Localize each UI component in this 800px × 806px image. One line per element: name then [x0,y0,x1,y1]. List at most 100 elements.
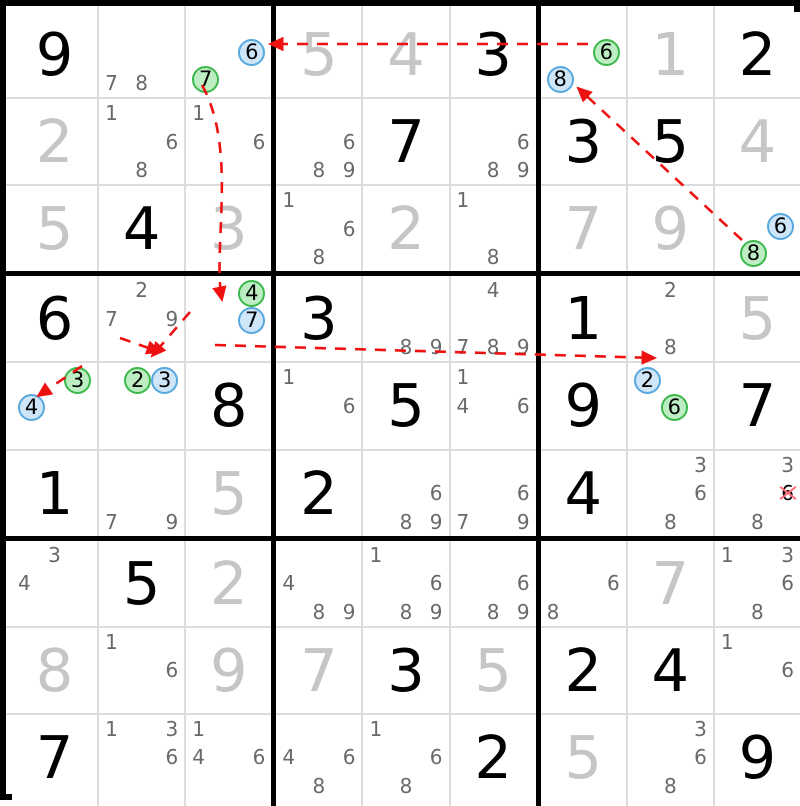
sudoku-cell-r6c3[interactable]: 5 [186,450,272,536]
sudoku-cell-r9c3[interactable]: 1 4 6 [186,714,272,800]
sudoku-cell-r2c1[interactable]: 2 [12,99,98,185]
sudoku-cell-r9c6[interactable]: 2 [450,714,536,800]
sudoku-cell-r3c5[interactable]: 2 [363,186,449,272]
sudoku-cell-r8c4[interactable]: 7 [276,627,362,713]
sudoku-cell-r1c1[interactable]: 9 [12,12,98,98]
pencil-mark-empty [156,69,184,97]
sudoku-cell-r1c5[interactable]: 4 [363,12,449,98]
candidate-chip-blue[interactable]: 8 [546,66,574,94]
candidate-chip-blue[interactable]: 2 [633,367,661,395]
sudoku-cell-r1c6[interactable]: 3 [450,12,536,98]
sudoku-cell-r1c4[interactable]: 5 [276,12,362,98]
sudoku-cell-r9c7[interactable]: 5 [540,714,626,800]
candidate-chip-green[interactable]: 4 [238,280,266,308]
sudoku-cell-r6c7[interactable]: 4 [540,450,626,536]
sudoku-cell-r8c7[interactable]: 2 [540,627,626,713]
sudoku-cell-r1c9[interactable]: 2 [714,12,800,98]
candidate-chip-green[interactable]: 7 [192,66,220,94]
sudoku-cell-r8c6[interactable]: 5 [450,627,536,713]
sudoku-cell-r5c5[interactable]: 5 [363,363,449,449]
sudoku-cell-r1c8[interactable]: 1 [627,12,713,98]
sudoku-cell-r5c9[interactable]: 7 [714,363,800,449]
sudoku-cell-r7c8[interactable]: 7 [627,540,713,626]
candidate-chip-blue[interactable]: 4 [18,394,45,422]
sudoku-cell-r3c2[interactable]: 4 [99,186,185,272]
sudoku-cell-r3c8[interactable]: 9 [627,186,713,272]
sudoku-cell-r4c7[interactable]: 1 [540,276,626,362]
sudoku-cell-r2c9[interactable]: 4 [714,99,800,185]
pencil-mark-empty [305,392,333,420]
sudoku-cell-r8c5[interactable]: 3 [363,627,449,713]
sudoku-cell-r5c3[interactable]: 8 [186,363,272,449]
sudoku-cell-r4c4[interactable]: 3 [276,276,362,362]
sudoku-cell-r6c1[interactable]: 1 [12,450,98,536]
sudoku-cell-r9c9[interactable]: 9 [714,714,800,800]
sudoku-cell-r7c2[interactable]: 5 [99,540,185,626]
sudoku-cell-r5c7[interactable]: 9 [540,363,626,449]
sudoku-cell-r8c1[interactable]: 8 [12,627,98,713]
sudoku-cell-r5c6[interactable]: 1 4 6 [450,363,536,449]
sudoku-cell-r9c2[interactable]: 1 3 6 [99,714,185,800]
candidate-chip-blue[interactable]: 3 [151,367,179,395]
candidate-chip-blue[interactable]: 6 [766,213,794,241]
sudoku-cell-r2c5[interactable]: 7 [363,99,449,185]
pencil-mark-empty [219,39,238,66]
sudoku-cell-r4c9[interactable]: 5 [714,276,800,362]
candidate-chip-green[interactable]: 3 [64,367,92,395]
sudoku-cell-r2c7[interactable]: 3 [540,99,626,185]
candidate-chip-green[interactable]: 2 [124,367,152,395]
eliminated-candidate[interactable]: 6 [781,481,794,506]
sudoku-cell-r3c1[interactable]: 5 [12,186,98,272]
candidate-chip-green[interactable]: 8 [739,240,767,268]
candidate-chip-green[interactable]: 6 [592,39,620,67]
sudoku-cell-r2c8[interactable]: 5 [627,99,713,185]
sudoku-cell-r6c4[interactable]: 2 [276,450,362,536]
candidate-chip-blue[interactable]: 6 [238,39,266,67]
candidate-chip-green[interactable]: 6 [660,394,688,422]
candidate-chip-blue[interactable]: 7 [238,307,266,335]
sudoku-cell-r9c1[interactable]: 7 [12,714,98,800]
sudoku-cell-r8c3[interactable]: 9 [186,627,272,713]
sudoku-cell-r3c7[interactable]: 7 [540,186,626,272]
sudoku-cell-r7c3[interactable]: 2 [186,540,272,626]
sudoku-cell-r3c3[interactable]: 3 [186,186,272,272]
sudoku-cell-r4c1[interactable]: 6 [12,276,98,362]
sudoku-cell-r6c6[interactable]: 6 7 9 [450,450,536,536]
sudoku-cell-r8c8[interactable]: 4 [627,627,713,713]
